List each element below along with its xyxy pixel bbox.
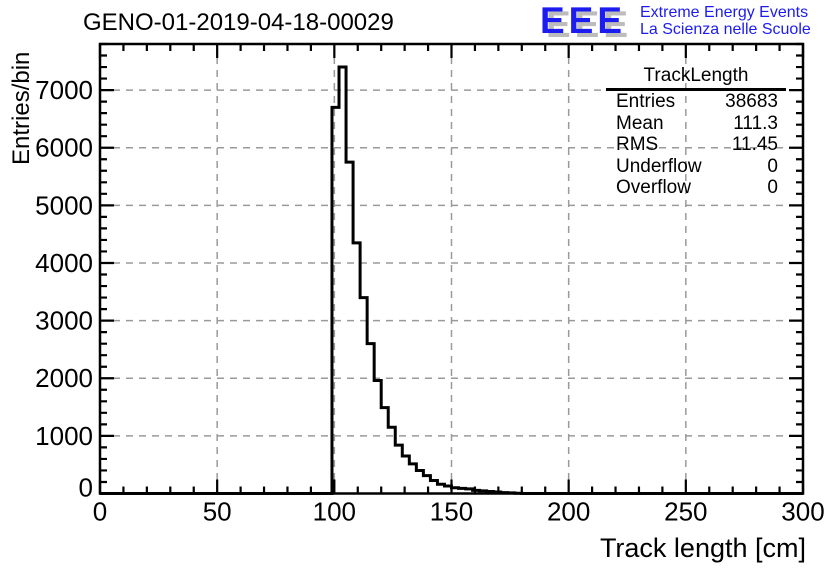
eee-logo-caption: Extreme Energy Events La Scienza nelle S… [640, 4, 811, 38]
y-axis-title: Entries/bin [8, 51, 35, 165]
plot-title: GENO-01-2019-04-18-00029 [83, 9, 394, 36]
stats-row-rms: RMS 11.45 [606, 134, 786, 156]
stats-box: TrackLength Entries 38683 Mean 111.3 RMS… [606, 63, 786, 199]
y-tick-label: 1000 [35, 421, 93, 451]
stats-value: 11.45 [731, 134, 778, 156]
x-axis-title: Track length [cm] [599, 533, 806, 563]
stats-row-entries: Entries 38683 [606, 91, 786, 113]
stats-title: TrackLength [606, 63, 786, 91]
stats-label: RMS [616, 134, 659, 156]
eee-logo-shadow: EEE [546, 4, 633, 45]
y-tick-label: 0 [79, 473, 93, 503]
histogram-line [100, 65, 803, 495]
y-tick-label: 4000 [35, 248, 93, 278]
eee-logo: EEE EEE Extreme Energy Events La Scienza… [538, 2, 834, 44]
x-tick-label: 200 [547, 497, 590, 527]
stats-label: Overflow [616, 177, 691, 199]
x-tick-label: 300 [781, 497, 824, 527]
x-tick-label: 150 [430, 497, 473, 527]
y-tick-label: 2000 [35, 363, 93, 393]
stats-value: 111.3 [733, 112, 778, 134]
stats-row-overflow: Overflow 0 [606, 177, 786, 199]
x-tick-label: 0 [93, 497, 107, 527]
y-tick-label: 3000 [35, 306, 93, 336]
x-tick-label: 100 [313, 497, 356, 527]
y-tick-label: 5000 [35, 190, 93, 220]
eee-logo-line2: La Scienza nelle Scuole [640, 21, 811, 38]
gridlines [100, 44, 803, 494]
stats-value: 38683 [725, 91, 778, 112]
stats-label: Underflow [616, 155, 702, 177]
stats-value: 0 [767, 155, 778, 177]
y-tick-label: 6000 [35, 133, 93, 163]
stats-row-mean: Mean 111.3 [606, 113, 786, 135]
x-tick-label: 50 [203, 497, 232, 527]
eee-logo-acronym: EEE [540, 0, 627, 41]
eee-logo-line1: Extreme Energy Events [640, 4, 809, 21]
y-tick-label: 7000 [35, 75, 93, 105]
stats-label: Entries [616, 91, 676, 112]
x-tick-label: 250 [664, 497, 707, 527]
axis-ticks [98, 42, 805, 495]
stats-label: Mean [616, 112, 664, 134]
stats-row-underflow: Underflow 0 [606, 156, 786, 178]
stats-value: 0 [767, 177, 778, 199]
